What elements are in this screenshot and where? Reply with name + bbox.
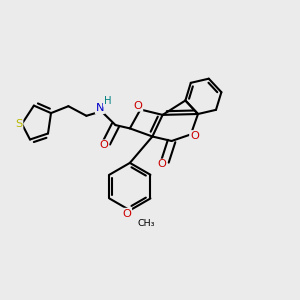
Text: O: O [190,131,199,141]
Text: CH₃: CH₃ [137,219,155,228]
Text: O: O [122,208,131,219]
Text: N: N [96,103,104,113]
Text: S: S [15,119,22,129]
Text: O: O [100,140,109,150]
Text: O: O [158,159,166,170]
Text: O: O [134,101,142,111]
Text: H: H [104,96,111,106]
